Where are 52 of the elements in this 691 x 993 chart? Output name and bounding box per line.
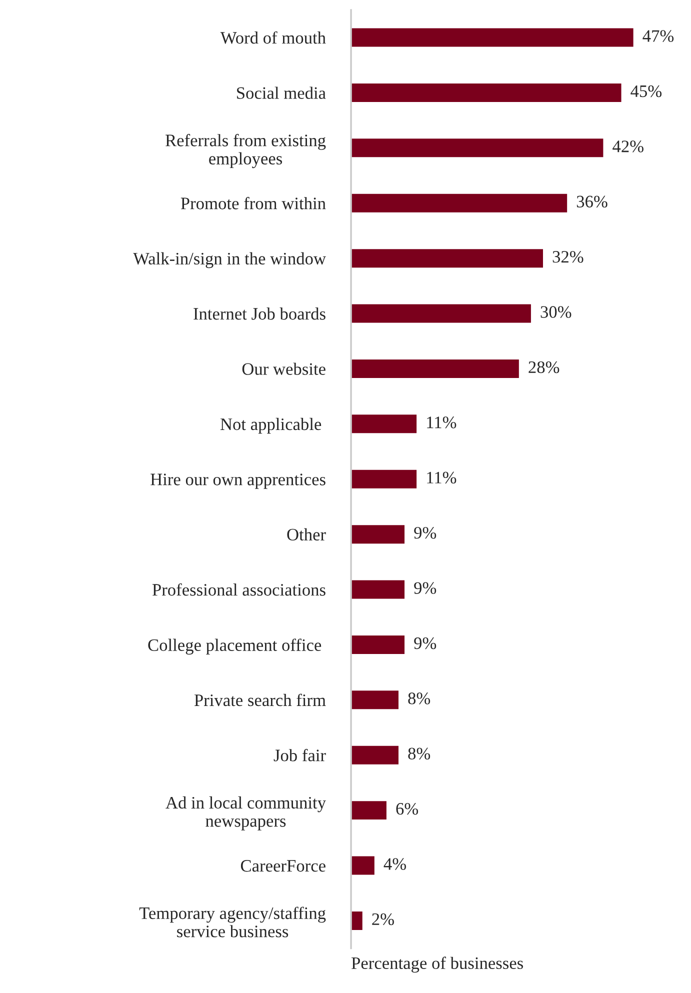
y-tick-label: Other (287, 528, 326, 541)
y-tick-label: Internet Job boards (194, 308, 326, 320)
data-label: 30% (540, 306, 572, 318)
bar (351, 800, 388, 821)
bar (351, 413, 418, 435)
bar (351, 689, 400, 711)
bar (351, 192, 568, 214)
bar (351, 302, 532, 324)
y-tick-label: Our website (242, 362, 326, 375)
y-tick-label: Private search firm (194, 694, 326, 706)
data-label: 36% (576, 196, 608, 208)
y-tick-label: Promote from within (180, 196, 326, 210)
y-tick-label: Temporary agency/staffing service business (139, 906, 326, 938)
y-tick-label: Word of mouth (220, 31, 326, 44)
bar (351, 26, 635, 48)
bar (351, 578, 406, 600)
bar (351, 248, 544, 269)
y-tick-label: College placement office (148, 638, 322, 655)
bar (351, 82, 623, 104)
x-axis-title: Percentage of businesses (352, 956, 523, 973)
y-tick-label: Job fair (274, 748, 326, 762)
data-label: 28% (528, 361, 560, 374)
data-label: 45% (630, 85, 662, 98)
y-tick-label: Social media (237, 86, 326, 99)
bar (351, 910, 364, 932)
data-label: 11% (427, 472, 456, 484)
data-label: 2% (372, 913, 394, 926)
y-tick-label: Hire our own apprentices (150, 474, 326, 489)
data-label: 11% (427, 416, 456, 428)
bar (351, 854, 376, 876)
data-label: 9% (414, 526, 436, 539)
bar (351, 137, 605, 159)
y-tick-label: CareerForce (240, 860, 326, 872)
y-tick-label: Ad in local community newspapers (166, 796, 326, 830)
data-label: 9% (414, 637, 436, 650)
data-label: 8% (408, 748, 430, 760)
data-label: 9% (414, 582, 436, 594)
bar (351, 634, 406, 656)
bar (351, 524, 406, 545)
data-label: 32% (552, 250, 584, 263)
y-tick-label: Not applicable (220, 418, 322, 434)
bar (351, 744, 400, 766)
bar (351, 358, 520, 380)
y-tick-label: Walk-in/sign in the window (133, 252, 326, 268)
y-tick-label: Referrals from existing employees (166, 134, 326, 168)
data-label: 6% (396, 802, 418, 815)
bar (351, 468, 418, 490)
y-tick-label: Professional associations (152, 583, 326, 596)
data-label: 42% (612, 140, 644, 152)
data-label: 47% (642, 30, 674, 42)
data-label: 8% (408, 692, 430, 704)
data-label: 4% (384, 858, 406, 870)
